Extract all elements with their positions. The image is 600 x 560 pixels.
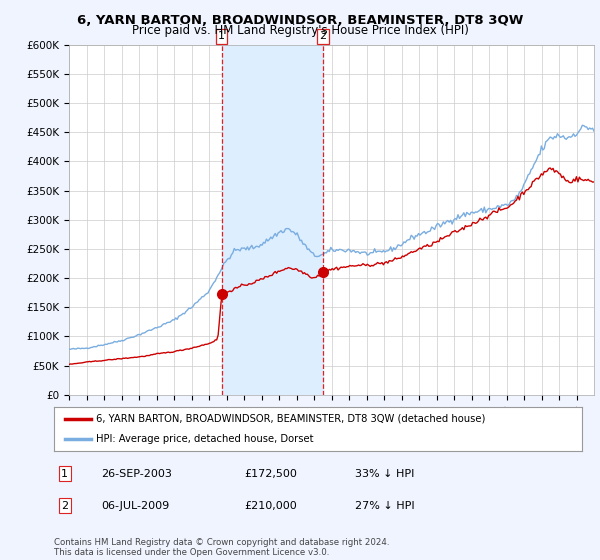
Text: 2: 2 — [61, 501, 68, 511]
Text: 1: 1 — [218, 31, 225, 41]
Text: 6, YARN BARTON, BROADWINDSOR, BEAMINSTER, DT8 3QW (detached house): 6, YARN BARTON, BROADWINDSOR, BEAMINSTER… — [96, 414, 485, 424]
Text: 2: 2 — [319, 31, 326, 41]
Text: Price paid vs. HM Land Registry's House Price Index (HPI): Price paid vs. HM Land Registry's House … — [131, 24, 469, 37]
Text: £172,500: £172,500 — [244, 469, 297, 479]
Text: HPI: Average price, detached house, Dorset: HPI: Average price, detached house, Dors… — [96, 434, 314, 444]
Text: £210,000: £210,000 — [244, 501, 297, 511]
Text: Contains HM Land Registry data © Crown copyright and database right 2024.
This d: Contains HM Land Registry data © Crown c… — [54, 538, 389, 557]
Text: 6, YARN BARTON, BROADWINDSOR, BEAMINSTER, DT8 3QW: 6, YARN BARTON, BROADWINDSOR, BEAMINSTER… — [77, 14, 523, 27]
Bar — [222, 45, 323, 395]
Text: 06-JUL-2009: 06-JUL-2009 — [101, 501, 170, 511]
Text: 27% ↓ HPI: 27% ↓ HPI — [355, 501, 415, 511]
Text: 33% ↓ HPI: 33% ↓ HPI — [355, 469, 415, 479]
Text: 26-SEP-2003: 26-SEP-2003 — [101, 469, 172, 479]
Text: 1: 1 — [61, 469, 68, 479]
